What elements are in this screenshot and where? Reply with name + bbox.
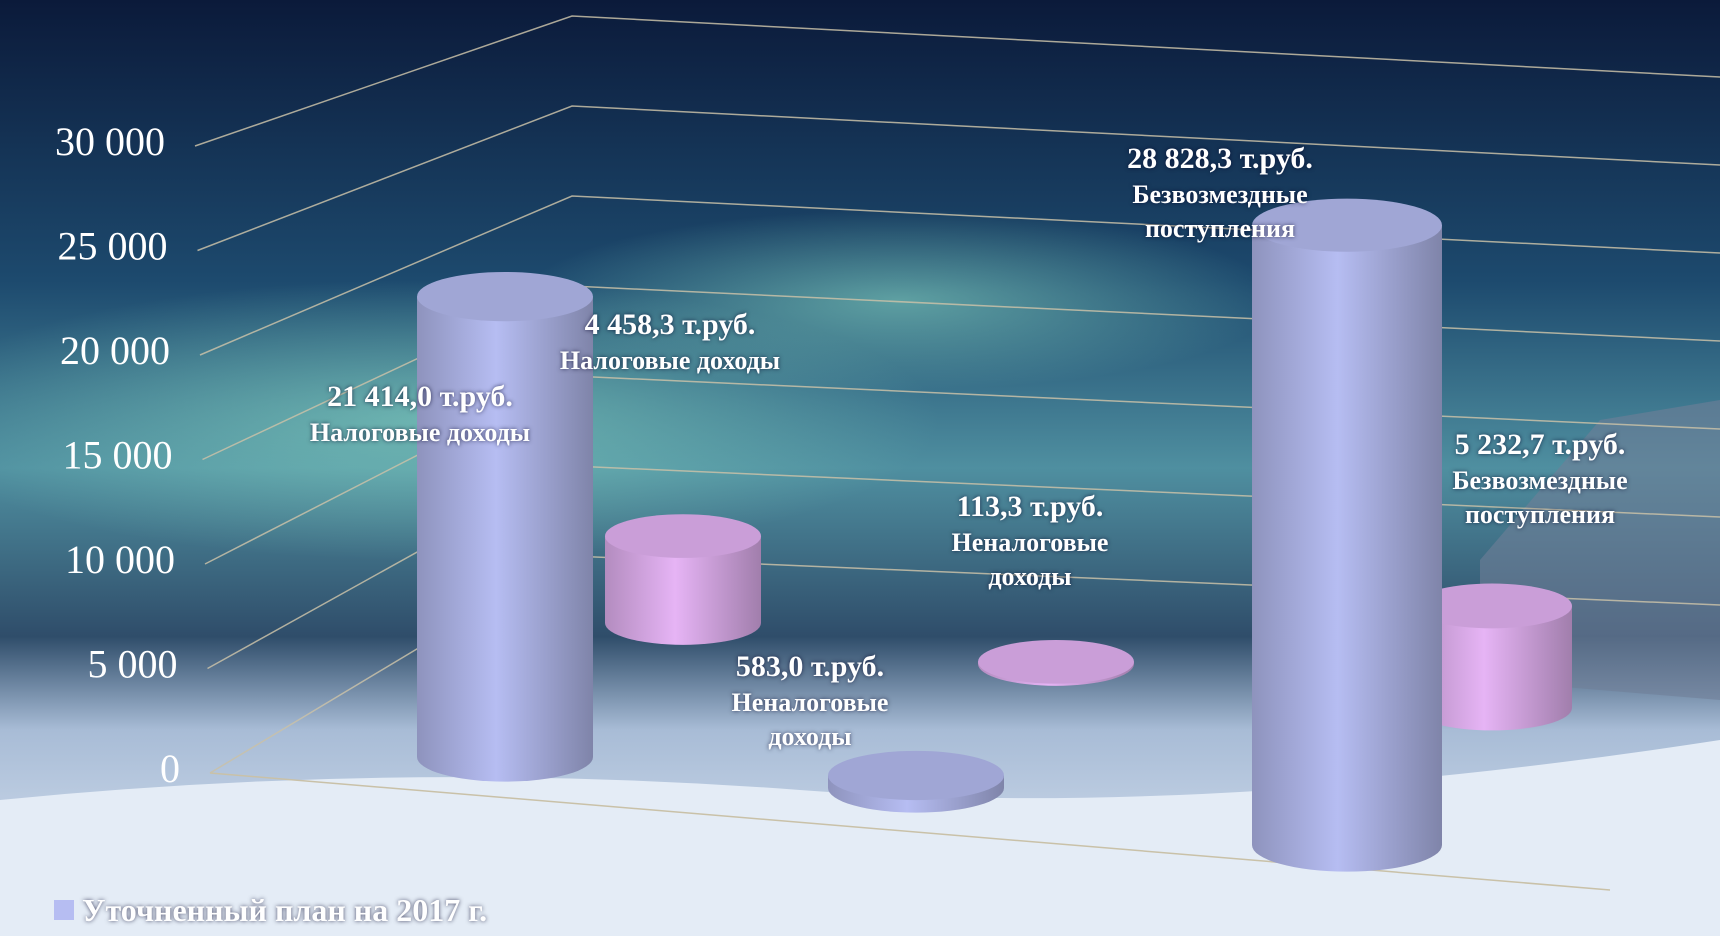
y-tick-label: 10 000 [65, 537, 175, 582]
y-tick-label: 20 000 [60, 328, 170, 373]
y-tick-label: 15 000 [63, 433, 173, 478]
data-label: 5 232,7 т.руб. Безвозмездные поступления [1390, 428, 1690, 532]
aurora [520, 210, 1280, 390]
data-label: 4 458,3 т.руб. Налоговые доходы [520, 308, 820, 378]
y-tick-label: 0 [160, 746, 180, 791]
floor-edge [209, 772, 1611, 891]
data-label: 113,3 т.руб. Неналоговые доходы [880, 490, 1180, 594]
data-label-category: Неналоговые доходы [731, 688, 889, 751]
data-label: 21 414,0 т.руб. Налоговые доходы [270, 380, 570, 450]
data-label-category: Налоговые доходы [559, 346, 781, 375]
y-tick-label: 25 000 [58, 224, 168, 269]
data-label-value: 4 458,3 т.руб. [584, 308, 756, 341]
data-label-value: 5 232,7 т.руб. [1454, 428, 1626, 461]
cylinder-top [1252, 198, 1442, 252]
cylinder-top [1412, 583, 1572, 629]
y-tick-label: 5 000 [88, 642, 178, 687]
data-label: 583,0 т.руб. Неналоговые доходы [660, 650, 960, 754]
data-label-category: Неналоговые доходы [951, 528, 1109, 591]
data-label-category: Безвозмездные поступления [1452, 466, 1628, 529]
data-label: 28 828,3 т.руб. Безвозмездные поступления [1070, 142, 1370, 246]
data-label-category: Безвозмездные поступления [1132, 180, 1308, 243]
data-label-value: 583,0 т.руб. [735, 650, 885, 683]
data-label-value: 113,3 т.руб. [956, 490, 1104, 523]
cylinder-top [978, 639, 1134, 684]
data-label-value: 28 828,3 т.руб. [1127, 142, 1313, 175]
data-label-category: Налоговые доходы [309, 418, 531, 447]
y-tick-label: 30 000 [55, 119, 165, 164]
cylinder [417, 296, 593, 782]
cylinder [605, 536, 761, 645]
legend-entry: Уточненный план на 2017 г. [82, 892, 488, 928]
cylinder [1252, 225, 1442, 872]
legend-swatch-box [54, 900, 74, 920]
grid-line [197, 105, 1720, 252]
cylinder-top [417, 271, 593, 322]
cylinder-top [828, 750, 1004, 801]
data-label-value: 21 414,0 т.руб. [327, 380, 513, 413]
legend-swatch [54, 900, 74, 920]
grid-line [194, 15, 1720, 147]
cylinder [1412, 605, 1572, 731]
cylinder-top [605, 514, 761, 558]
